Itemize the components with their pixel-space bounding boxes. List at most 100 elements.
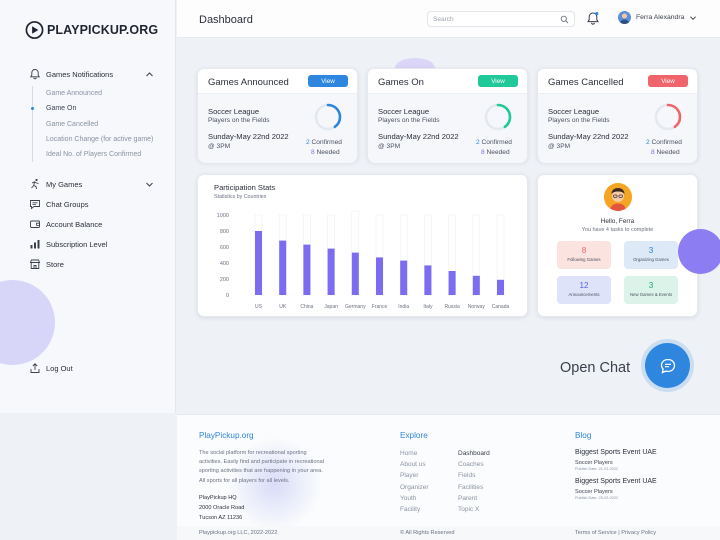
game-time: @ 3PM (208, 143, 231, 150)
open-chat-button[interactable] (645, 343, 690, 388)
search-box[interactable] (427, 11, 575, 27)
participation-stats-card: Participation Stats Statistics by Countr… (197, 174, 528, 317)
notifications-submenu: Game Announced Game On Game Cancelled Lo… (31, 86, 154, 163)
page-title: Dashboard (199, 14, 253, 26)
open-chat-label[interactable]: Open Chat (560, 360, 631, 376)
sidebar-item-my-games[interactable]: My Games (29, 174, 154, 194)
footer-link[interactable]: Facility (400, 506, 421, 513)
chevron-down-icon[interactable] (145, 180, 154, 189)
task-tile-label: New Games & Events (629, 292, 673, 297)
y-tick-label: 1000 (217, 213, 229, 219)
logout-label: Log Out (46, 363, 73, 373)
chevron-down-icon[interactable] (689, 14, 697, 22)
game-card-title: Games Cancelled (548, 77, 624, 88)
chart-subtitle: Statistics by Countries (214, 194, 267, 200)
task-tile-count: 8 (581, 246, 587, 255)
legal-links[interactable]: Terms of Service | Privacy Policy (575, 530, 657, 536)
tasks-summary: You have 4 tasks to complete (581, 227, 654, 233)
nav-main: My Games Chat Groups Account Balance Sub… (29, 174, 154, 274)
sidebar-item-account-balance[interactable]: Account Balance (29, 214, 154, 234)
y-tick-label: 400 (220, 261, 229, 267)
game-card-body: Soccer League Players on the Fields Sunday… (538, 93, 697, 163)
view-button[interactable]: View (478, 75, 518, 87)
game-time: @ 3PM (548, 143, 571, 150)
logo[interactable]: PLAYPICKUP.ORG (25, 20, 158, 40)
x-tick-label: France (372, 304, 388, 310)
sidebar-item-label: Store (46, 259, 64, 269)
blog-post-title[interactable]: Biggest Sports Event UAE (575, 449, 657, 456)
footer-blog-title: Blog (575, 431, 592, 440)
notification-bell-icon[interactable] (586, 11, 600, 26)
search-input[interactable] (433, 15, 558, 23)
sidebar-item-label: Chat Groups (46, 199, 89, 209)
bar (497, 279, 504, 295)
footer-bottom-bar: Playpickup.org LLC, 2022-2022 © All Righ… (177, 526, 720, 540)
view-button[interactable]: View (308, 75, 348, 87)
sidebar-item-label: My Games (46, 179, 83, 189)
footer-link[interactable]: Dashboard (458, 450, 490, 457)
game-date: Sunday-May 22nd 2022 (378, 132, 459, 141)
footer-link[interactable]: Youth (400, 494, 417, 502)
logo-text: PLAYPICKUP.ORG (47, 23, 159, 37)
footer-link[interactable]: Facilities (458, 483, 484, 491)
footer-description-line: The social platform for recreational spo… (199, 450, 307, 456)
task-tile-label: Organizing Games (633, 257, 669, 262)
footer-link[interactable]: About us (400, 461, 426, 469)
submenu-ideal-players[interactable]: Ideal No. of Players Confirmed (46, 151, 142, 159)
game-card-title: Games On (378, 77, 424, 88)
bar (472, 275, 480, 295)
logout-button[interactable]: Log Out (29, 358, 154, 378)
game-league: Soccer League (208, 107, 260, 116)
chart-title: Participation Stats (214, 183, 276, 192)
sidebar: PLAYPICKUP.ORG Games Notifications Game … (0, 0, 176, 413)
footer-link[interactable]: Fields (458, 472, 476, 480)
submenu-game-cancelled[interactable]: Game Cancelled (46, 120, 99, 128)
footer-link[interactable]: Topic X (458, 506, 480, 513)
user-menu[interactable]: Ferra Alexandra (618, 11, 697, 24)
confirmed-count: 2 (646, 139, 650, 146)
bar (400, 260, 408, 295)
sidebar-item-chat-groups[interactable]: Chat Groups (29, 194, 154, 214)
player-counts: 2 Confirmed 8 Needed (476, 138, 512, 158)
view-button[interactable]: View (648, 75, 688, 87)
footer-link[interactable]: Coaches (458, 461, 484, 469)
x-tick-label: US (255, 304, 263, 310)
footer-brand[interactable]: PlayPickup.org (199, 431, 254, 440)
wallet-icon (30, 220, 40, 228)
footer-link[interactable]: Home (400, 450, 418, 457)
game-players: Players on the Fields (548, 117, 610, 124)
footer-link[interactable]: Parent (458, 494, 478, 502)
footer-link[interactable]: Player (400, 472, 419, 480)
footer-link[interactable]: Organizer (400, 483, 429, 491)
footer-explore-title: Explore (400, 431, 428, 440)
task-tile[interactable]: 3 Organizing Games (624, 241, 678, 269)
bar (424, 265, 432, 295)
task-tile[interactable]: 12 Announcements (557, 276, 611, 304)
bar (376, 257, 383, 295)
game-players: Players on the Fields (208, 117, 270, 124)
blog-post-title[interactable]: Biggest Sports Event UAE (575, 478, 657, 485)
sidebar-item-store[interactable]: Store (29, 254, 154, 274)
x-tick-label: Canada (492, 304, 510, 310)
task-tile-label: Announcements (568, 292, 600, 297)
sidebar-item-subscription-level[interactable]: Subscription Level (29, 234, 154, 254)
player-counts: 2 Confirmed 8 Needed (646, 138, 682, 158)
submenu-location-change[interactable]: Location Change (for active game) (46, 136, 154, 144)
play-logo-icon (25, 21, 44, 39)
running-icon (31, 178, 39, 190)
participation-bar-chart: 0 200 400 600 800 1000 US UK China Japan Germany Fr… (217, 210, 510, 310)
submenu-game-on[interactable]: Game On (31, 101, 154, 116)
task-tile-count: 3 (648, 281, 654, 290)
search-icon[interactable] (560, 15, 569, 24)
task-tile[interactable]: 3 New Games & Events (624, 276, 678, 304)
chat-icon (30, 200, 40, 210)
submenu-game-announced[interactable]: Game Announced (46, 90, 103, 98)
chevron-up-icon[interactable] (145, 70, 154, 79)
sidebar-item-games-notifications[interactable]: Games Notifications (29, 64, 154, 84)
footer-address: PlayPickup HQ 2000 Oracle Road Tucson AZ… (199, 493, 244, 523)
nav-notifications: Games Notifications Game Announced Game … (29, 64, 154, 163)
confirmed-label: Confirmed (651, 139, 682, 146)
bar (448, 271, 456, 295)
task-tile[interactable]: 8 Following Games (557, 241, 611, 269)
game-league: Soccer League (548, 107, 600, 116)
